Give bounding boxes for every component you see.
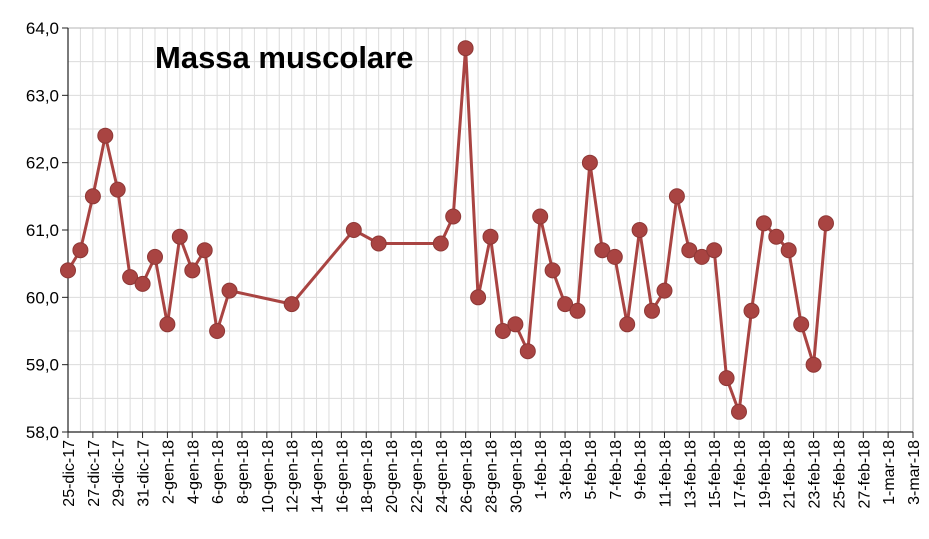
data-point [147,248,163,265]
data-point [569,302,586,319]
data-point [171,228,188,245]
x-tick-label: 28-gen-18 [484,440,501,513]
data-point [768,228,785,245]
x-tick-label: 9-feb-18 [633,440,650,500]
data-point [805,356,822,373]
data-point [706,242,723,259]
data-point [793,316,810,333]
x-tick-label: 8-gen-18 [235,440,252,504]
x-tick-label: 18-gen-18 [359,440,376,513]
x-tick-label: 5-feb-18 [583,440,600,500]
x-tick-label: 1-feb-18 [533,440,550,500]
data-point [557,296,574,313]
data-point [196,242,213,259]
x-tick-label: 22-gen-18 [409,440,426,513]
x-tick-label: 29-dic-17 [111,440,128,507]
data-point [544,262,561,279]
y-tick-label: 59,0 [26,356,59,375]
data-point [818,215,834,232]
x-tick-label: 2-gen-18 [160,440,177,504]
y-tick-label: 58,0 [26,423,59,442]
data-point [84,188,101,205]
data-point [60,262,76,279]
data-point [209,323,226,339]
data-point [668,188,685,205]
data-point [519,343,536,360]
data-point [159,316,176,333]
x-tick-label: 25-feb-18 [831,440,848,509]
x-tick-label: 16-gen-18 [334,440,351,513]
x-tick-label: 10-gen-18 [260,440,277,513]
data-point [445,208,462,225]
x-tick-label: 3-mar-18 [906,440,923,505]
chart-series [60,40,834,420]
x-tick-label: 7-feb-18 [608,440,625,500]
data-point [693,248,710,265]
data-point [594,242,611,259]
data-point [494,323,511,339]
x-tick-label: 19-feb-18 [757,440,774,509]
x-tick-label: 6-gen-18 [210,440,227,504]
data-point [656,282,673,299]
data-point [283,296,300,313]
x-tick-label: 13-feb-18 [682,440,699,509]
x-tick-label: 17-feb-18 [732,440,749,509]
data-point [457,40,474,57]
data-point [619,316,636,333]
y-tick-label: 60,0 [26,288,59,307]
x-tick-label: 21-feb-18 [782,440,799,509]
data-point [743,302,760,319]
data-point [532,208,549,225]
x-tick-label: 25-dic-17 [61,440,78,507]
x-tick-label: 4-gen-18 [185,440,202,504]
data-point [345,222,362,238]
x-tick-label: 12-gen-18 [285,440,302,513]
x-tick-label: 24-gen-18 [434,440,451,513]
y-tick-label: 61,0 [26,221,59,240]
data-point [134,275,151,292]
data-point [470,289,487,306]
y-axis-ticks: 58,0 59,0 60,0 61,0 62,0 63,0 64,0 [26,19,68,442]
data-point [780,242,797,259]
x-tick-label: 30-gen-18 [508,440,525,513]
data-point [644,302,660,319]
data-point [718,370,735,387]
data-point [370,235,387,252]
data-point [221,282,238,299]
x-tick-label: 14-gen-18 [310,440,327,513]
x-tick-label: 3-feb-18 [558,440,575,500]
data-point [482,228,499,245]
x-tick-label: 27-feb-18 [856,440,873,509]
data-point [606,248,623,265]
data-point [184,262,201,279]
data-point [731,403,747,420]
data-point [109,181,126,198]
data-point [97,127,114,144]
data-point [122,269,139,286]
data-point [581,154,598,171]
data-point [507,316,524,333]
chart-title: Massa muscolare [155,40,413,75]
x-tick-label: 20-gen-18 [384,440,401,513]
data-point [681,242,698,259]
x-tick-label: 23-feb-18 [807,440,824,509]
chart-grid [67,27,914,433]
x-axis-ticks: 25-dic-17 27-dic-17 29-dic-17 31-dic-17 2-ge… [61,432,923,513]
y-tick-label: 63,0 [26,86,59,105]
data-point [755,215,772,232]
x-tick-label: 26-gen-18 [459,440,476,513]
x-tick-label: 1-mar-18 [881,440,898,505]
data-point [432,235,449,252]
x-tick-label: 27-dic-17 [86,440,103,507]
y-tick-label: 64,0 [26,19,59,38]
x-tick-label: 31-dic-17 [136,440,153,507]
data-point [72,242,89,259]
x-tick-label: 15-feb-18 [707,440,724,509]
y-tick-label: 62,0 [26,154,59,173]
data-point [631,222,648,238]
x-tick-label: 11-feb-18 [657,440,674,507]
